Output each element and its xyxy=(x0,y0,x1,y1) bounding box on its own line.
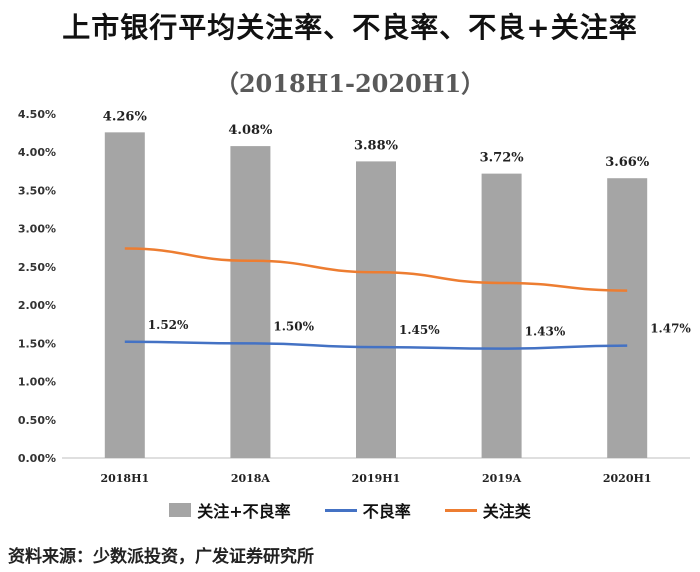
y-tick-label: 4.50% xyxy=(18,108,56,121)
y-tick-label: 1.00% xyxy=(18,376,56,389)
y-tick-label: 2.50% xyxy=(18,261,56,274)
series-line-special-mention xyxy=(124,247,628,292)
line-value-label: 1.43% xyxy=(525,325,566,339)
line-value-label: 1.52% xyxy=(148,318,189,332)
bar xyxy=(481,173,522,459)
x-tick-label: 2018H1 xyxy=(100,472,149,485)
chart-subtitle: （2018H1-2020H1） xyxy=(214,69,486,98)
line-value-label: 1.50% xyxy=(273,319,314,333)
bar xyxy=(356,161,396,458)
x-tick-label: 2019H1 xyxy=(352,472,401,485)
line-value-label: 1.47% xyxy=(650,322,691,336)
y-tick-label: 2.00% xyxy=(18,299,56,312)
y-tick-label: 0.00% xyxy=(18,452,56,465)
legend-swatch-npl xyxy=(324,508,357,512)
line-value-label: 1.45% xyxy=(399,323,440,337)
bar xyxy=(104,132,145,458)
bar-value-label: 3.66% xyxy=(605,155,650,170)
y-tick-label: 1.50% xyxy=(18,337,56,350)
legend-item-bar: 关注+不良率 xyxy=(169,498,291,522)
legend-swatch-special-mention xyxy=(444,508,477,512)
x-tick-label: 2020H1 xyxy=(603,472,652,485)
x-tick-label: 2018A xyxy=(231,472,271,485)
y-tick-label: 0.50% xyxy=(18,414,56,427)
y-tick-label: 3.50% xyxy=(18,184,56,197)
y-tick-label: 4.00% xyxy=(18,146,56,159)
legend-label-npl: 不良率 xyxy=(362,502,411,521)
chart-plot: 0.00% 0.50% 1.00% 1.50% 2.00% 2.50% 3.00% 3.50%… xyxy=(18,108,692,485)
series-line-npl xyxy=(124,340,628,350)
legend-item-npl: 不良率 xyxy=(324,498,411,522)
bar-value-label: 3.72% xyxy=(480,151,525,166)
bar-value-label: 4.08% xyxy=(228,123,273,138)
bar xyxy=(230,146,271,458)
bar-value-label: 4.26% xyxy=(103,109,148,124)
source-note: 资料来源：少数派投资，广发证券研究所 xyxy=(8,547,314,567)
legend-swatch-bar xyxy=(169,503,192,517)
x-tick-label: 2019A xyxy=(482,472,522,485)
chart-legend: 关注+不良率 不良率 关注类 xyxy=(0,498,700,522)
y-tick-label: 3.00% xyxy=(18,223,56,236)
chart-title: 上市银行平均关注率、不良率、不良+关注率 xyxy=(62,11,638,44)
legend-label-bar: 关注+不良率 xyxy=(197,502,291,521)
bar-value-label: 3.88% xyxy=(354,138,399,153)
legend-item-special-mention: 关注类 xyxy=(444,498,531,522)
legend-label-special-mention: 关注类 xyxy=(482,502,531,521)
bar xyxy=(607,178,648,459)
